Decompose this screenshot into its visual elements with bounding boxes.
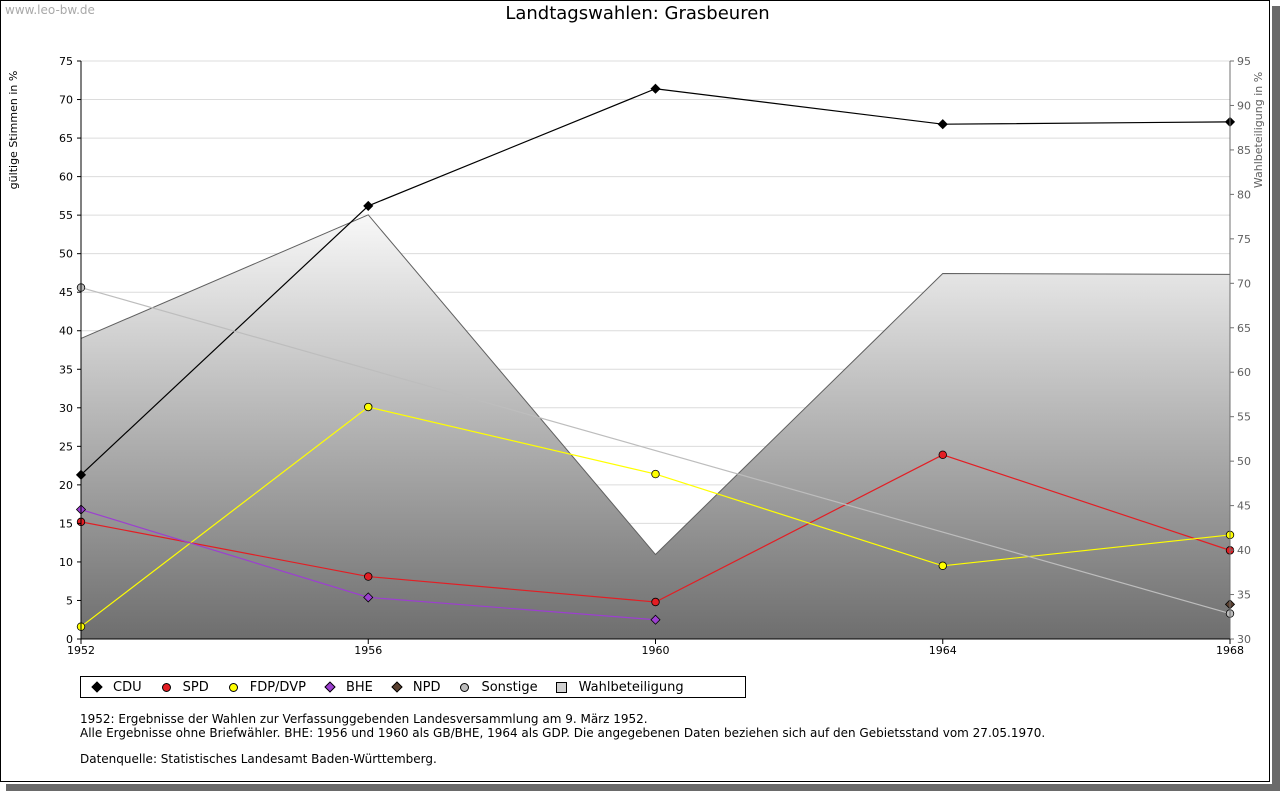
x-tick-label: 1968 [1216, 644, 1244, 657]
y2-tick-label: 45 [1237, 500, 1251, 513]
legend-label: Sonstige [481, 679, 538, 695]
y2-tick-label: 65 [1237, 322, 1251, 335]
legend-marker [391, 681, 403, 693]
watermark: www.leo-bw.de [5, 3, 95, 17]
turnout-area-line [80, 214, 1231, 556]
data-point-fdp-dvp [938, 561, 947, 570]
y2-tick-label: 80 [1237, 188, 1251, 201]
y2-tick-label: 50 [1237, 455, 1251, 468]
data-source: Datenquelle: Statistisches Landesamt Bad… [80, 752, 437, 766]
data-point-fdp-dvp [651, 469, 660, 479]
turnout-area [80, 214, 1231, 640]
y2-axis-label: Wahlbeteiligung in % [1252, 72, 1265, 188]
data-point-cdu [650, 83, 661, 94]
x-tick-label: 1956 [354, 644, 382, 657]
y-tick-label: 10 [59, 556, 73, 569]
series-points [75, 83, 1236, 631]
y2-tick-label: 30 [1237, 633, 1251, 646]
y2-tick-label: 85 [1237, 144, 1251, 157]
y-tick-label: 0 [66, 633, 73, 646]
legend-item-npd: NPD [391, 679, 441, 695]
legend-label: NPD [412, 679, 441, 695]
y-tick-label: 75 [59, 55, 73, 68]
legend: CDU SPD FDP/DVP BHE NPD Sonstige Wahlbeteiligu… [80, 676, 746, 698]
notes: 1952: Ergebnisse der Wahlen zur Verfassu… [80, 712, 1045, 766]
frame-shadow-right [1272, 6, 1280, 791]
y-tick-label: 60 [59, 171, 73, 184]
y-tick-label: 15 [59, 517, 73, 530]
legend-label: FDP/DVP [249, 679, 306, 695]
y2-tick-label: 95 [1237, 55, 1251, 68]
y2-tick-label: 90 [1237, 99, 1251, 112]
frame-shadow-bottom [6, 784, 1280, 791]
y2-tick-label: 60 [1237, 366, 1251, 379]
legend-item-bhe: BHE [324, 680, 373, 695]
legend-item-sonstige: Sonstige [458, 679, 538, 695]
series-line-sonstige [80, 286, 1231, 615]
legend-item-spd: SPD [160, 680, 209, 695]
y-tick-label: 30 [59, 402, 73, 415]
y-tick-label: 25 [59, 440, 73, 453]
data-point-spd [364, 572, 373, 581]
legend-marker [228, 682, 238, 692]
y2-tick-label: 75 [1237, 233, 1251, 246]
chart-title: Landtagswahlen: Grasbeuren [505, 3, 770, 24]
y-tick-label: 55 [59, 209, 73, 222]
data-point-bhe [363, 592, 374, 603]
legend-item-wahlbeteiligung: Wahlbeteiligung [555, 679, 684, 695]
legend-item-fdp-dvp: FDP/DVP [227, 680, 306, 695]
y2-tick-label: 40 [1237, 544, 1251, 557]
legend-marker [324, 681, 336, 693]
legend-label: SPD [182, 679, 209, 695]
axes: 0 5 10 15 20 25 30 35 40 45 50 55 60 65 70 75 30 35 40 45 50… [59, 55, 1251, 657]
turnout-area-fill [81, 214, 1230, 640]
note-line-2: Alle Ergebnisse ohne Briefwähler. BHE: 1… [80, 726, 1046, 740]
y-tick-label: 65 [59, 132, 73, 145]
note-line-1: 1952: Ergebnisse der Wahlen zur Verfassu… [80, 712, 648, 726]
y-tick-label: 20 [59, 479, 73, 492]
y-tick-label: 50 [59, 248, 73, 261]
legend-item-cdu: CDU [91, 680, 142, 695]
legend-marker [91, 681, 103, 693]
data-point-spd [651, 597, 660, 607]
legend-label: CDU [113, 679, 142, 695]
y-tick-label: 70 [59, 94, 73, 107]
legend-marker [161, 682, 171, 692]
legend-label: Wahlbeteiligung [578, 679, 684, 695]
data-point-fdp-dvp [364, 402, 373, 412]
data-point-bhe [650, 614, 661, 625]
chart-plot: 0 5 10 15 20 25 30 35 40 45 50 55 60 65 70 75 30 35 40 45 50… [7, 55, 1265, 657]
y-tick-label: 35 [59, 363, 73, 376]
y-tick-label: 5 [66, 594, 73, 607]
x-tick-label: 1964 [929, 644, 957, 657]
data-point-spd [938, 450, 947, 460]
legend-marker [555, 681, 567, 693]
y2-tick-label: 55 [1237, 411, 1251, 424]
y-tick-label: 40 [59, 325, 73, 338]
y-axis-label: gültige Stimmen in % [7, 71, 20, 190]
data-point-cdu [363, 200, 374, 211]
y-tick-label: 45 [59, 286, 73, 299]
x-tick-label: 1952 [67, 644, 95, 657]
y2-tick-label: 70 [1237, 277, 1251, 290]
data-point-cdu [937, 119, 948, 130]
legend-label: BHE [345, 679, 373, 695]
legend-marker [460, 682, 470, 692]
y2-tick-label: 35 [1237, 589, 1251, 602]
x-tick-label: 1960 [642, 644, 670, 657]
